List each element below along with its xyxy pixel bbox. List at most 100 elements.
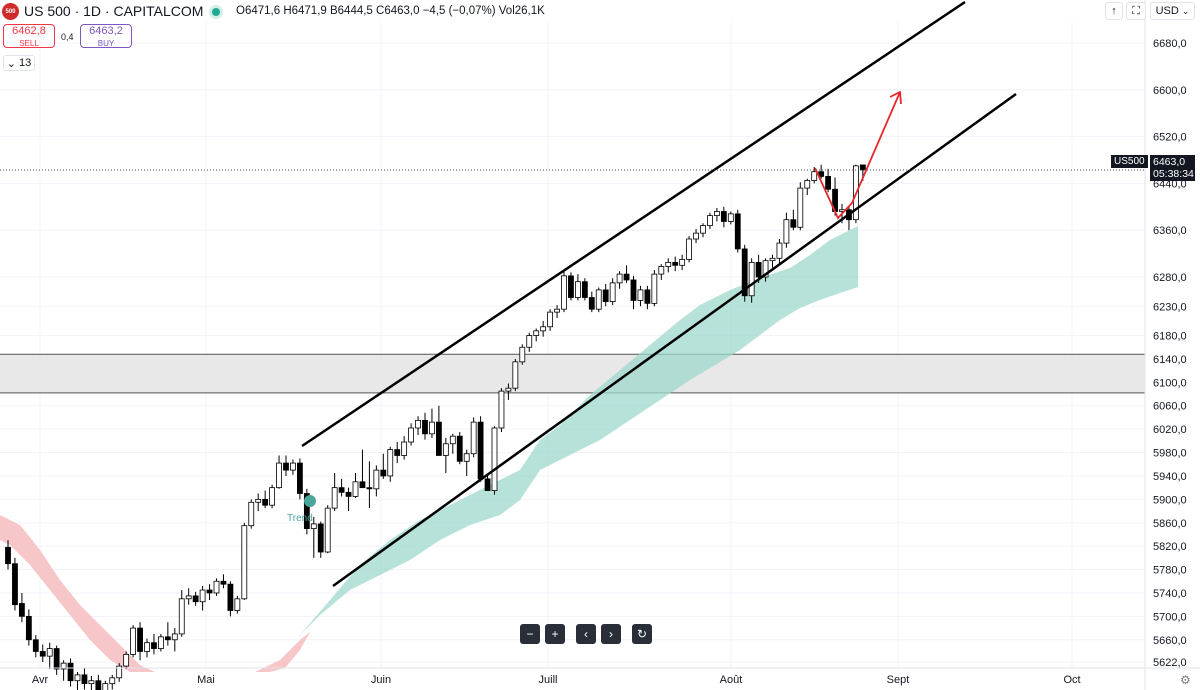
candle-down bbox=[18, 603, 25, 617]
candle-up bbox=[213, 580, 220, 594]
candle-up bbox=[679, 259, 686, 266]
candle-up bbox=[783, 219, 790, 244]
arrow-up-icon[interactable]: ↑ bbox=[1105, 2, 1123, 20]
candle-up bbox=[429, 421, 435, 435]
y-tick-label: 5740,0 bbox=[1153, 588, 1187, 600]
candle-up bbox=[561, 275, 567, 310]
candle-down bbox=[262, 498, 269, 506]
candle-down bbox=[422, 419, 428, 435]
x-tick-label: Août bbox=[720, 674, 743, 686]
candle-up bbox=[707, 215, 713, 226]
candle-down bbox=[303, 493, 310, 530]
sell-button[interactable]: 6462,8 SELL bbox=[3, 24, 55, 48]
symbol-logo: 500 bbox=[2, 3, 19, 20]
candle-up bbox=[290, 462, 296, 471]
x-tick-label: Oct bbox=[1063, 674, 1080, 686]
candle-up bbox=[637, 289, 644, 301]
y-tick-label: 5860,0 bbox=[1153, 518, 1187, 530]
y-tick-label: 6060,0 bbox=[1153, 401, 1187, 413]
y-tick-label: 5940,0 bbox=[1153, 471, 1187, 483]
candle-down bbox=[95, 680, 102, 690]
y-tick-label: 6360,0 bbox=[1153, 225, 1187, 237]
indicators-toggle[interactable]: ⌄ 13 bbox=[3, 55, 35, 71]
x-tick-label: Avr bbox=[32, 674, 49, 686]
candle-up bbox=[575, 281, 581, 298]
candle-down bbox=[366, 487, 373, 490]
candle-up bbox=[748, 261, 755, 297]
candle-up bbox=[651, 273, 658, 304]
chevron-down-icon: ⌄ bbox=[1181, 5, 1190, 16]
candle-up bbox=[526, 335, 533, 348]
candle-up bbox=[178, 598, 185, 635]
bar-countdown: 05:38:34 bbox=[1153, 168, 1194, 180]
candle-up bbox=[665, 261, 672, 267]
current-price-label: 6463,0 05:38:34 bbox=[1150, 155, 1195, 181]
fullscreen-icon[interactable]: ⛶ bbox=[1126, 2, 1146, 20]
candle-down bbox=[53, 648, 60, 670]
candle-up bbox=[74, 674, 81, 682]
candle-up bbox=[324, 507, 331, 553]
current-price-value: 6463,0 bbox=[1153, 156, 1186, 168]
candle-down bbox=[734, 213, 741, 250]
y-tick-label: 5700,0 bbox=[1153, 611, 1187, 623]
candle-up bbox=[797, 187, 804, 228]
candle-up bbox=[269, 487, 276, 506]
candle-up bbox=[144, 642, 150, 652]
scroll-right-icon[interactable]: › bbox=[601, 624, 621, 644]
buy-button[interactable]: 6463,2 BUY bbox=[80, 24, 132, 48]
candle-down bbox=[5, 546, 11, 565]
channel-upper bbox=[301, 0, 966, 448]
candle-up bbox=[512, 361, 519, 389]
candle-up bbox=[60, 662, 67, 670]
candle-up bbox=[609, 282, 616, 302]
y-tick-label: 5820,0 bbox=[1153, 541, 1187, 553]
candle-up bbox=[352, 481, 359, 497]
zoom-in-icon[interactable]: + bbox=[545, 624, 565, 644]
candle-down bbox=[359, 481, 366, 489]
trend-annotation: Trend bbox=[287, 513, 313, 524]
candle-down bbox=[164, 636, 171, 641]
sell-price: 6462,8 bbox=[12, 25, 46, 37]
ohlc-readout: O6471,6 H6471,9 B6444,5 C6463,0 −4,5 (−0… bbox=[236, 5, 545, 17]
candle-up bbox=[491, 427, 498, 491]
candle-up bbox=[519, 346, 526, 363]
market-status-dot bbox=[212, 8, 220, 16]
candle-down bbox=[755, 261, 762, 278]
candle-up bbox=[310, 523, 317, 530]
candle-up bbox=[700, 225, 706, 234]
candle-up bbox=[88, 680, 95, 685]
candle-up bbox=[248, 501, 255, 527]
candle-up bbox=[102, 683, 109, 690]
candle-up bbox=[331, 487, 338, 509]
candle-up bbox=[185, 595, 192, 600]
candle-down bbox=[67, 662, 74, 682]
reset-icon[interactable]: ↻ bbox=[632, 624, 652, 644]
candle-down bbox=[672, 261, 679, 266]
y-tick-label: 6600,0 bbox=[1153, 85, 1187, 97]
candle-down bbox=[477, 421, 484, 480]
symbol-title[interactable]: US 500 · 1D · CAPITALCOM bbox=[24, 3, 204, 19]
candle-down bbox=[394, 449, 401, 456]
currency-selector[interactable]: USD ⌄ bbox=[1150, 2, 1195, 20]
zoom-out-icon[interactable]: − bbox=[520, 624, 540, 644]
candle-down bbox=[338, 487, 345, 493]
candle-up bbox=[116, 665, 123, 679]
candle-up bbox=[727, 213, 734, 222]
spread-value: 0,4 bbox=[61, 32, 74, 42]
candle-up bbox=[693, 232, 699, 240]
candle-down bbox=[644, 289, 651, 304]
x-tick-label: Juin bbox=[371, 674, 391, 686]
scroll-left-icon[interactable]: ‹ bbox=[576, 624, 596, 644]
candle-down bbox=[81, 674, 88, 685]
candle-down bbox=[456, 435, 463, 462]
candle-up bbox=[387, 449, 394, 477]
candle-down bbox=[137, 627, 143, 652]
candle-up bbox=[498, 390, 505, 429]
candle-up bbox=[157, 636, 164, 649]
settings-icon[interactable]: ⚙ bbox=[1180, 673, 1191, 687]
candle-down bbox=[345, 491, 352, 497]
cloud-green bbox=[300, 226, 858, 635]
candle-down bbox=[602, 289, 609, 302]
candle-up bbox=[449, 435, 456, 445]
